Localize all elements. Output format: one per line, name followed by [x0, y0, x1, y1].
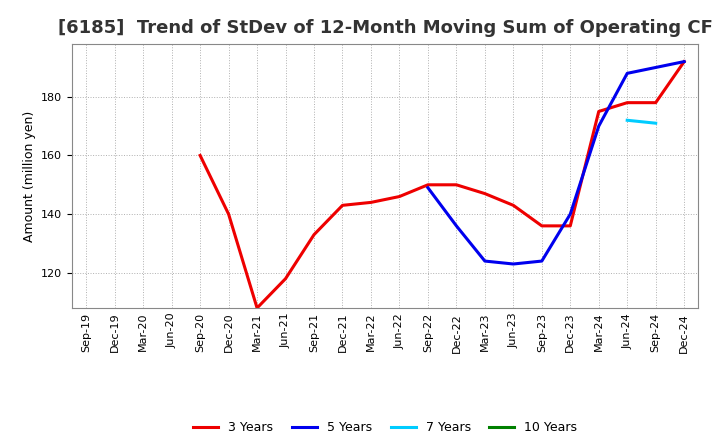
3 Years	[452, 182, 461, 187]
3 Years	[253, 305, 261, 311]
Line: 3 Years: 3 Years	[200, 62, 684, 308]
7 Years	[652, 121, 660, 126]
5 Years	[423, 185, 432, 191]
5 Years	[480, 258, 489, 264]
3 Years	[423, 182, 432, 187]
5 Years	[595, 124, 603, 129]
3 Years	[338, 203, 347, 208]
5 Years	[680, 59, 688, 64]
3 Years	[595, 109, 603, 114]
3 Years	[196, 153, 204, 158]
5 Years	[652, 65, 660, 70]
3 Years	[225, 212, 233, 217]
3 Years	[366, 200, 375, 205]
5 Years	[509, 261, 518, 267]
Legend: 3 Years, 5 Years, 7 Years, 10 Years: 3 Years, 5 Years, 7 Years, 10 Years	[188, 416, 582, 439]
Line: 5 Years: 5 Years	[428, 62, 684, 264]
3 Years	[566, 223, 575, 228]
Title: [6185]  Trend of StDev of 12-Month Moving Sum of Operating CF: [6185] Trend of StDev of 12-Month Moving…	[58, 19, 713, 37]
7 Years	[623, 117, 631, 123]
3 Years	[509, 203, 518, 208]
5 Years	[623, 71, 631, 76]
3 Years	[623, 100, 631, 105]
5 Years	[566, 212, 575, 217]
3 Years	[680, 59, 688, 64]
3 Years	[395, 194, 404, 199]
Line: 7 Years: 7 Years	[627, 120, 656, 123]
3 Years	[310, 232, 318, 237]
5 Years	[537, 258, 546, 264]
3 Years	[480, 191, 489, 196]
5 Years	[452, 223, 461, 228]
3 Years	[282, 276, 290, 281]
Y-axis label: Amount (million yen): Amount (million yen)	[22, 110, 35, 242]
3 Years	[652, 100, 660, 105]
3 Years	[537, 223, 546, 228]
